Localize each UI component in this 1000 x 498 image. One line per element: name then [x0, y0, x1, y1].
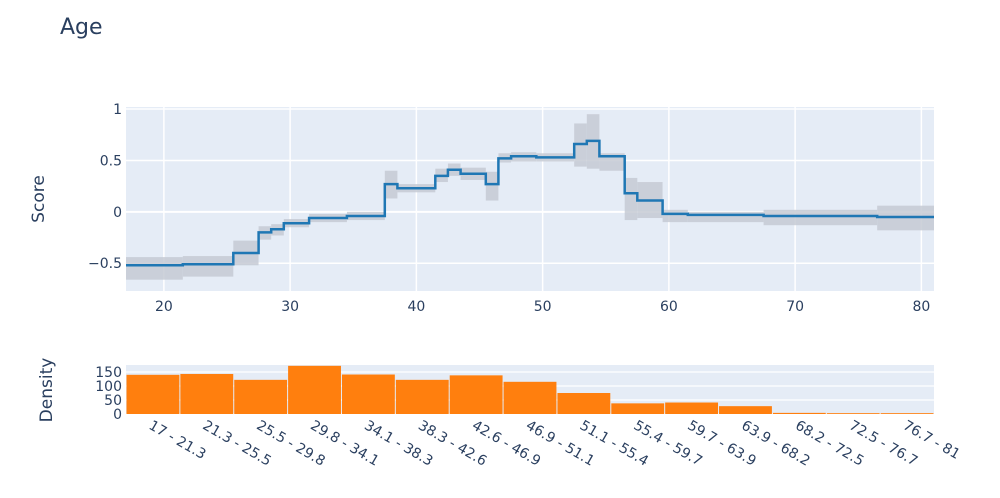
- density-y-tick-label: 50: [104, 393, 122, 409]
- y-tick-label: 0.5: [100, 153, 122, 169]
- band-segment: [624, 177, 638, 221]
- density-bar[interactable]: [126, 374, 180, 414]
- density-y-tick-label: 150: [95, 365, 122, 381]
- y-tick-label: −0.5: [88, 256, 122, 272]
- score-line: [126, 139, 934, 267]
- density-bar[interactable]: [665, 402, 719, 414]
- density-bar[interactable]: [557, 393, 611, 414]
- score-plot[interactable]: 20 30 40 50 60 70 80 −0.5 0 0.5 1: [88, 102, 934, 315]
- density-bar[interactable]: [449, 375, 503, 414]
- density-bars: [126, 365, 934, 414]
- band-segment: [599, 153, 625, 171]
- band-segment: [662, 209, 688, 223]
- band-segment: [126, 257, 183, 280]
- density-bar[interactable]: [503, 381, 557, 414]
- density-bar[interactable]: [611, 403, 665, 414]
- score-y-tick-labels: −0.5 0 0.5 1: [88, 102, 122, 272]
- score-axis-title: Score: [29, 175, 49, 223]
- density-bin-label: 17 - 21.3: [146, 418, 209, 463]
- density-bar[interactable]: [719, 406, 772, 414]
- band-segment: [485, 171, 499, 201]
- x-tick-label: 80: [912, 299, 930, 315]
- band-segment: [687, 211, 764, 223]
- x-tick-label: 40: [407, 299, 425, 315]
- density-bar[interactable]: [288, 365, 341, 414]
- density-axis-title: Density: [37, 358, 57, 423]
- density-y-tick-label: 100: [95, 379, 122, 395]
- density-bar[interactable]: [826, 413, 880, 414]
- x-tick-label: 30: [281, 299, 299, 315]
- density-bar[interactable]: [395, 379, 449, 414]
- density-bar[interactable]: [180, 373, 234, 414]
- score-x-tick-labels: 20 30 40 50 60 70 80: [155, 299, 930, 315]
- density-bar[interactable]: [341, 374, 395, 414]
- y-tick-label: 1: [113, 102, 122, 118]
- density-y-tick-label: 0: [113, 407, 122, 423]
- density-bar[interactable]: [234, 379, 288, 414]
- band-segment: [182, 256, 234, 277]
- x-tick-label: 20: [155, 299, 173, 315]
- score-line-group: [126, 139, 934, 267]
- x-tick-label: 70: [786, 299, 804, 315]
- density-bar[interactable]: [880, 413, 934, 414]
- density-bar[interactable]: [772, 412, 826, 414]
- band-segment: [763, 209, 878, 226]
- y-tick-label: 0: [113, 205, 122, 221]
- x-tick-label: 50: [534, 299, 552, 315]
- chart-title: Age: [60, 15, 103, 40]
- score-x-gridlines: [163, 107, 923, 291]
- score-plot-background: [126, 107, 934, 291]
- density-bin-labels: 17 - 21.321.3 - 25.525.5 - 29.829.8 - 34…: [146, 418, 963, 470]
- x-tick-label: 60: [660, 299, 678, 315]
